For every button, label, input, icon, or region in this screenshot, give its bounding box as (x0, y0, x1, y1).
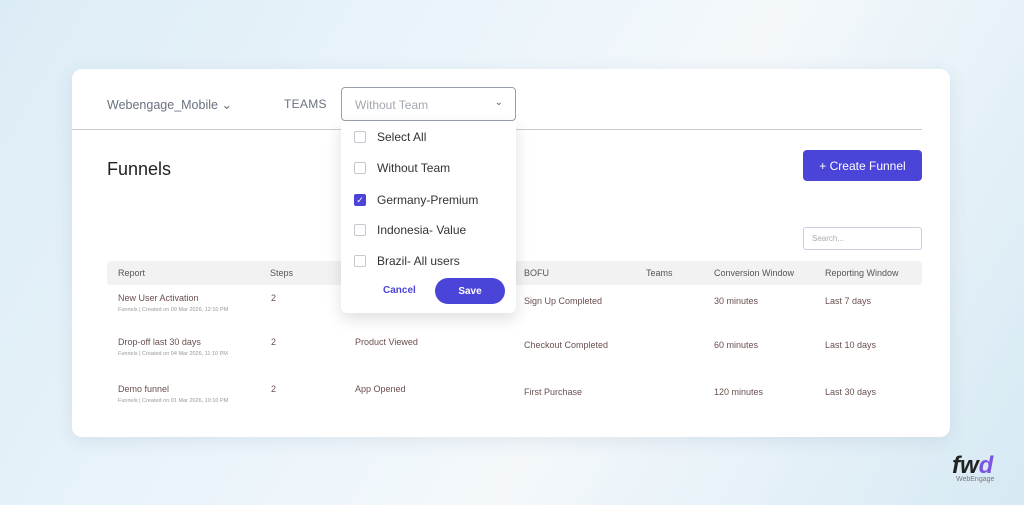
bofu-cell: First Purchase (524, 387, 583, 397)
team-option[interactable]: Brazil- All users (354, 254, 460, 268)
chevron-down-icon: ⌄ (494, 97, 503, 108)
teams-label: TEAMS (284, 97, 327, 111)
col-report: Report (118, 268, 146, 278)
report-name[interactable]: Drop-off last 30 days (118, 337, 201, 347)
steps-cell: 2 (271, 293, 277, 303)
save-button[interactable]: Save (435, 278, 505, 304)
team-option[interactable]: Select All (354, 130, 426, 144)
chevron-down-icon: ⌄ (221, 98, 232, 112)
tofu-cell: Product Viewed (355, 337, 418, 347)
checkbox[interactable] (354, 224, 366, 236)
col-teams: Teams (646, 268, 673, 278)
col-bofu: BOFU (524, 268, 550, 278)
team-option[interactable]: ✓ Germany-Premium (354, 193, 478, 207)
conversion-cell: 30 minutes (714, 296, 759, 306)
option-label: Select All (377, 130, 427, 144)
checkbox[interactable] (354, 162, 366, 174)
checkbox[interactable]: ✓ (354, 194, 366, 206)
checkbox[interactable] (354, 131, 366, 143)
report-name[interactable]: Demo funnel (118, 384, 170, 394)
app-name: Webengage_Mobile (107, 98, 218, 112)
team-option[interactable]: Without Team (354, 161, 450, 175)
create-funnel-button[interactable]: + Create Funnel (803, 150, 922, 181)
bofu-cell: Sign Up Completed (524, 296, 603, 306)
reporting-cell: Last 10 days (825, 340, 877, 350)
option-label: Without Team (377, 161, 451, 175)
tofu-cell: App Opened (355, 384, 406, 394)
search-input[interactable]: Search... (803, 227, 922, 250)
option-label: Brazil- All users (377, 254, 460, 268)
conversion-cell: 120 minutes (714, 387, 764, 397)
steps-cell: 2 (271, 337, 277, 347)
option-label: Indonesia- Value (377, 223, 467, 237)
page-title: Funnels (107, 159, 172, 179)
teams-dropdown: Cancel Save Select All Without Team ✓ Ge… (341, 121, 516, 313)
col-conversion: Conversion Window (714, 268, 795, 278)
app-selector[interactable]: Webengage_Mobile ⌄ (107, 97, 232, 112)
report-name[interactable]: New User Activation (118, 293, 199, 303)
reporting-cell: Last 30 days (825, 387, 877, 397)
teams-select[interactable]: Without Team ⌄ (341, 87, 516, 121)
steps-cell: 2 (271, 384, 277, 394)
cancel-button[interactable]: Cancel (383, 285, 416, 296)
teams-select-value: Without Team (355, 98, 429, 112)
report-meta: Funnels | Created on 09 Mar 2026, 12:10 … (118, 307, 229, 313)
col-reporting: Reporting Window (825, 268, 899, 278)
reporting-cell: Last 7 days (825, 296, 872, 306)
bofu-cell: Checkout Completed (524, 340, 609, 350)
fwd-logo: fwd WebEngage (952, 452, 995, 483)
report-meta: Funnels | Created on 04 Mar 2026, 11:10 … (118, 351, 228, 357)
col-steps: Steps (270, 268, 294, 278)
checkbox[interactable] (354, 255, 366, 267)
conversion-cell: 60 minutes (714, 340, 759, 350)
team-option[interactable]: Indonesia- Value (354, 223, 466, 237)
report-meta: Funnels | Created on 01 Mar 2026, 10:10 … (118, 398, 229, 404)
option-label: Germany-Premium (377, 193, 479, 207)
